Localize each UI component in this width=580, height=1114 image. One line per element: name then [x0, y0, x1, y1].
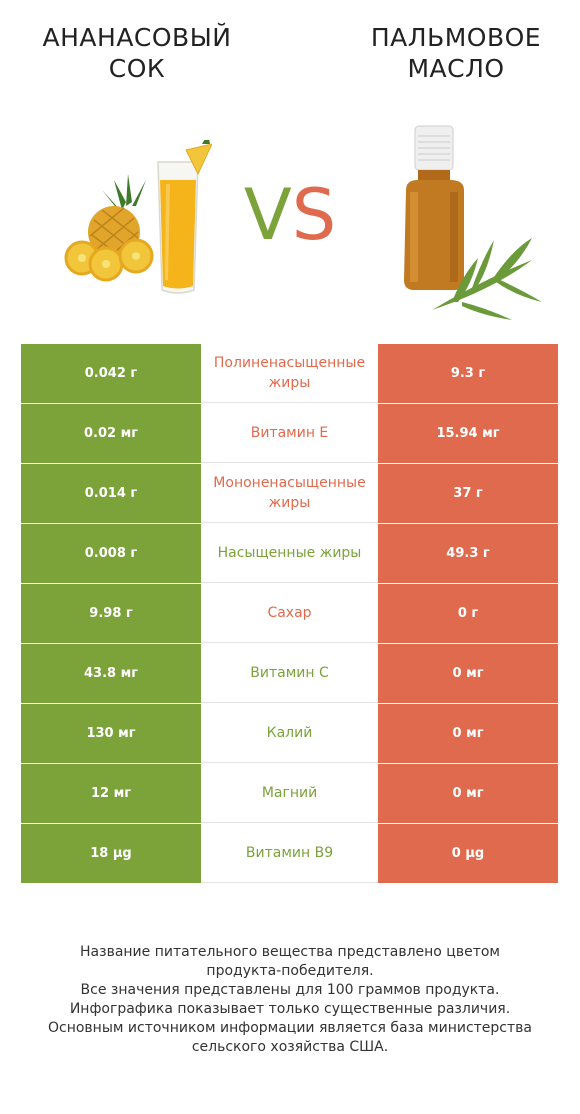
table-row: 0.008 г Насыщенные жиры 49.3 г	[21, 524, 558, 584]
right-value: 0 г	[378, 584, 558, 643]
nutrient-name: Калий	[201, 704, 378, 763]
left-value: 0.042 г	[21, 344, 201, 403]
right-value: 0 мг	[378, 704, 558, 763]
right-value: 15.94 мг	[378, 404, 558, 463]
footer-line: Название питательного вещества представл…	[80, 944, 500, 960]
footer-line: Все значения представлены для 100 граммо…	[80, 982, 500, 998]
table-row: 9.98 г Сахар 0 г	[21, 584, 558, 644]
right-value: 0 µg	[378, 824, 558, 883]
right-value: 9.3 г	[378, 344, 558, 403]
row-divider	[21, 823, 558, 824]
vs-v: V	[243, 174, 292, 256]
footer-line: сельского хозяйства США.	[191, 1039, 389, 1055]
nutrient-name: Сахар	[201, 584, 378, 643]
table-row: 18 µg Витамин B9 0 µg	[21, 824, 558, 884]
right-product-title: ПАЛЬМОВОЕ МАСЛО	[370, 23, 542, 83]
right-value: 37 г	[378, 464, 558, 523]
left-value: 0.02 мг	[21, 404, 201, 463]
nutrient-name: Полиненасыщенные жиры	[201, 344, 378, 403]
left-value: 9.98 г	[21, 584, 201, 643]
table-row: 0.014 г Мононенасыщенные жиры 37 г	[21, 464, 558, 524]
nutrient-name: Насыщенные жиры	[201, 524, 378, 583]
left-product-title: АНАНАСОВЫЙ СОК	[42, 23, 232, 83]
nutrient-name: Витамин E	[201, 404, 378, 463]
nutrient-name: Магний	[201, 764, 378, 823]
left-value: 18 µg	[21, 824, 201, 883]
table-row: 0.042 г Полиненасыщенные жиры 9.3 г	[21, 344, 558, 404]
left-value: 43.8 мг	[21, 644, 201, 703]
nutrient-name: Мононенасыщенные жиры	[201, 464, 378, 523]
row-divider	[21, 883, 558, 884]
row-divider	[21, 403, 558, 404]
palm-oil-bottle-icon	[404, 125, 542, 320]
nutrient-name: Витамин B9	[201, 824, 378, 883]
left-value: 0.014 г	[21, 464, 201, 523]
row-divider	[21, 583, 558, 584]
footer-line: Инфографика показывает только существенн…	[69, 1001, 511, 1017]
vs-s: S	[291, 174, 337, 256]
pineapple-juice-icon	[64, 140, 212, 294]
row-divider	[21, 643, 558, 644]
right-value: 0 мг	[378, 764, 558, 823]
table-row: 12 мг Магний 0 мг	[21, 764, 558, 824]
right-value: 0 мг	[378, 644, 558, 703]
footer-note: Название питательного вещества представл…	[20, 943, 560, 1057]
left-value: 12 мг	[21, 764, 201, 823]
row-divider	[21, 463, 558, 464]
table-row: 0.02 мг Витамин E 15.94 мг	[21, 404, 558, 464]
left-value: 130 мг	[21, 704, 201, 763]
left-value: 0.008 г	[21, 524, 201, 583]
row-divider	[21, 703, 558, 704]
table-row: 130 мг Калий 0 мг	[21, 704, 558, 764]
row-divider	[21, 763, 558, 764]
versus-label: VS	[222, 170, 358, 260]
footer-line: продукта-победителя.	[206, 963, 374, 979]
nutrient-name: Витамин C	[201, 644, 378, 703]
footer-line: Основным источником информации является …	[48, 1020, 532, 1036]
row-divider	[21, 523, 558, 524]
comparison-table: 0.042 г Полиненасыщенные жиры 9.3 г 0.02 мг…	[21, 344, 558, 884]
right-value: 49.3 г	[378, 524, 558, 583]
